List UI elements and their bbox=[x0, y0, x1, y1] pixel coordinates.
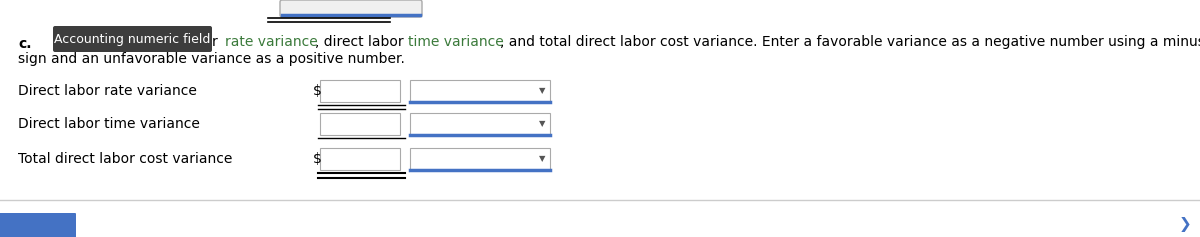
Text: ▼: ▼ bbox=[539, 119, 545, 128]
Text: r: r bbox=[212, 35, 222, 49]
Text: rate variance: rate variance bbox=[226, 35, 318, 49]
Text: c.: c. bbox=[18, 37, 31, 51]
Text: , and total direct labor cost variance. Enter a favorable variance as a negative: , and total direct labor cost variance. … bbox=[500, 35, 1200, 49]
Text: $: $ bbox=[313, 152, 322, 166]
FancyBboxPatch shape bbox=[320, 113, 400, 135]
FancyBboxPatch shape bbox=[53, 26, 212, 52]
Text: Total direct labor cost variance: Total direct labor cost variance bbox=[18, 152, 233, 166]
Text: , direct labor: , direct labor bbox=[314, 35, 408, 49]
FancyBboxPatch shape bbox=[410, 148, 550, 170]
Text: time variance: time variance bbox=[408, 35, 504, 49]
FancyBboxPatch shape bbox=[320, 80, 400, 102]
Text: sign and an unfavorable variance as a positive number.: sign and an unfavorable variance as a po… bbox=[18, 52, 404, 66]
Text: Accounting numeric field: Accounting numeric field bbox=[54, 32, 211, 46]
Text: Direct labor time variance: Direct labor time variance bbox=[18, 117, 200, 131]
FancyBboxPatch shape bbox=[410, 80, 550, 102]
Text: ▼: ▼ bbox=[539, 155, 545, 164]
Text: ❯: ❯ bbox=[1178, 218, 1192, 232]
FancyBboxPatch shape bbox=[280, 0, 422, 17]
Text: ▼: ▼ bbox=[539, 87, 545, 96]
FancyBboxPatch shape bbox=[0, 213, 76, 237]
Text: $: $ bbox=[313, 84, 322, 98]
FancyBboxPatch shape bbox=[410, 113, 550, 135]
Text: Direct labor rate variance: Direct labor rate variance bbox=[18, 84, 197, 98]
FancyBboxPatch shape bbox=[320, 148, 400, 170]
